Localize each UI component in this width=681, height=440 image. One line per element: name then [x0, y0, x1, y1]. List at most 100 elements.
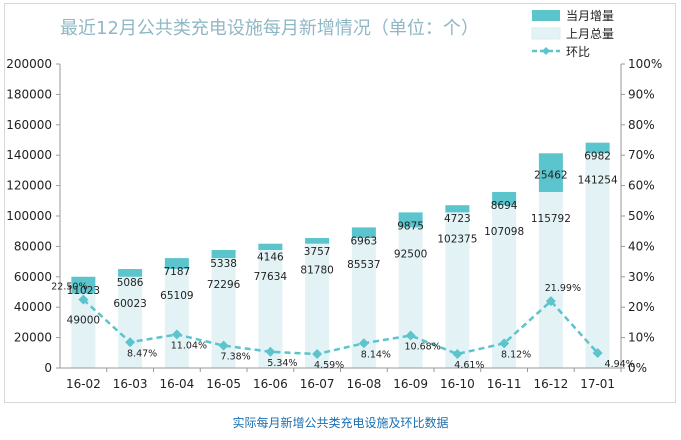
right-tick-label: 50% [628, 209, 655, 223]
increment-value-label: 7187 [164, 266, 191, 278]
left-tick-label: 200000 [6, 57, 52, 71]
x-tick-label: 16-03 [113, 377, 148, 391]
total-bar [118, 276, 143, 368]
increment-bar [351, 227, 376, 238]
total-value-label: 49000 [67, 315, 100, 327]
legend-label-total: 上月总量 [566, 27, 614, 41]
total-value-label: 85537 [347, 259, 380, 271]
ratio-value-label: 4.59% [314, 360, 344, 371]
increment-value-label: 6963 [351, 235, 378, 247]
total-value-label: 141254 [578, 174, 618, 186]
ratio-point [171, 329, 182, 340]
ratio-point [358, 338, 369, 349]
total-bar [164, 269, 189, 368]
ratio-point [218, 340, 229, 351]
total-value-label: 115792 [531, 213, 571, 225]
increment-bar [258, 243, 283, 250]
left-tick-label: 120000 [6, 179, 52, 193]
x-tick-label: 16-11 [487, 377, 522, 391]
total-value-label: 72296 [207, 279, 241, 291]
left-tick-label: 0 [44, 361, 52, 375]
ratio-value-label: 7.38% [221, 352, 251, 363]
ratio-value-label: 4.94% [605, 359, 635, 370]
right-tick-label: 10% [628, 331, 655, 345]
right-tick-label: 70% [628, 148, 655, 162]
left-tick-label: 80000 [14, 239, 52, 253]
ratio-value-label: 5.34% [267, 358, 297, 369]
x-tick-label: 16-07 [300, 377, 335, 391]
increment-value-label: 5086 [117, 277, 144, 289]
left-tick-label: 20000 [14, 331, 52, 345]
legend-marker-ratio [542, 47, 550, 55]
right-tick-label: 90% [628, 87, 655, 101]
caption: 实际每月新增公共类充电设施及环比数据 [232, 416, 449, 430]
increment-value-label: 5338 [210, 258, 237, 270]
increment-bar [71, 276, 96, 294]
x-tick-label: 16-04 [159, 377, 194, 391]
total-value-label: 92500 [394, 248, 427, 260]
x-tick-label: 16-05 [206, 377, 241, 391]
right-tick-label: 60% [628, 179, 655, 193]
increment-value-label: 3757 [304, 246, 331, 258]
ratio-value-label: 21.99% [545, 283, 581, 294]
increment-bar [585, 142, 610, 154]
right-tick-label: 30% [628, 270, 655, 284]
ratio-line [82, 298, 599, 356]
total-value-label: 65109 [160, 290, 193, 302]
total-value-label: 81780 [300, 265, 333, 277]
ratio-value-label: 10.68% [405, 342, 441, 353]
ratio-point [405, 330, 416, 341]
increment-bar [445, 205, 470, 213]
ratio-line-layer [78, 294, 603, 360]
increment-bar [118, 269, 143, 277]
total-value-label: 60023 [113, 298, 146, 310]
total-value-label: 102375 [437, 233, 477, 245]
left-tick-label: 40000 [14, 300, 52, 314]
x-tick-label: 16-10 [440, 377, 475, 391]
increment-value-label: 4146 [257, 252, 284, 264]
ratio-point [125, 337, 136, 348]
x-tick-label: 16-06 [253, 377, 288, 391]
increment-value-label: 25462 [534, 169, 567, 181]
ratio-point [545, 296, 556, 307]
ratio-point [592, 347, 603, 358]
ratio-point [452, 348, 463, 359]
ratio-value-label: 11.04% [171, 340, 207, 351]
ratio-value-label: 8.47% [127, 348, 157, 359]
total-value-label: 77634 [254, 271, 288, 283]
chart-svg: 0 20000 40000 60000 80000 100000 120000 140000 1… [6, 9, 662, 391]
right-tick-label: 20% [628, 300, 655, 314]
increment-value-label: 6982 [584, 151, 611, 163]
increment-bar [538, 153, 563, 192]
total-bar [305, 243, 330, 368]
increment-value-label: 9875 [397, 220, 424, 232]
legend-swatch-total [531, 27, 561, 40]
increment-bar [164, 258, 189, 270]
x-tick-label: 16-02 [66, 377, 101, 391]
total-bar [585, 153, 610, 368]
legend-label-ratio: 环比 [566, 45, 590, 59]
ratio-value-label: 8.12% [501, 349, 531, 360]
left-tick-label: 140000 [6, 148, 52, 162]
ratio-value-label: 22.50% [51, 282, 87, 293]
total-value-label: 107098 [484, 226, 524, 238]
ratio-point [78, 294, 89, 305]
increment-value-label: 8694 [491, 200, 518, 212]
ratio-point [312, 349, 323, 360]
x-tick-label: 16-09 [393, 377, 428, 391]
total-bar [445, 212, 470, 368]
ratio-value-label: 8.14% [361, 349, 391, 360]
left-tick-label: 60000 [14, 270, 52, 284]
right-tick-label: 80% [628, 118, 655, 132]
bars-layer [71, 142, 610, 368]
increment-bar [492, 191, 517, 206]
total-bar [398, 227, 423, 368]
left-tick-label: 160000 [6, 118, 52, 132]
axes-layer: 0 20000 40000 60000 80000 100000 120000 140000 1… [6, 57, 662, 391]
right-tick-label: 100% [628, 57, 662, 71]
left-tick-label: 100000 [6, 209, 52, 223]
chart-title: 最近12月公共类充电设施每月新增情况（单位：个） [60, 18, 479, 39]
right-tick-label: 0% [628, 361, 647, 375]
